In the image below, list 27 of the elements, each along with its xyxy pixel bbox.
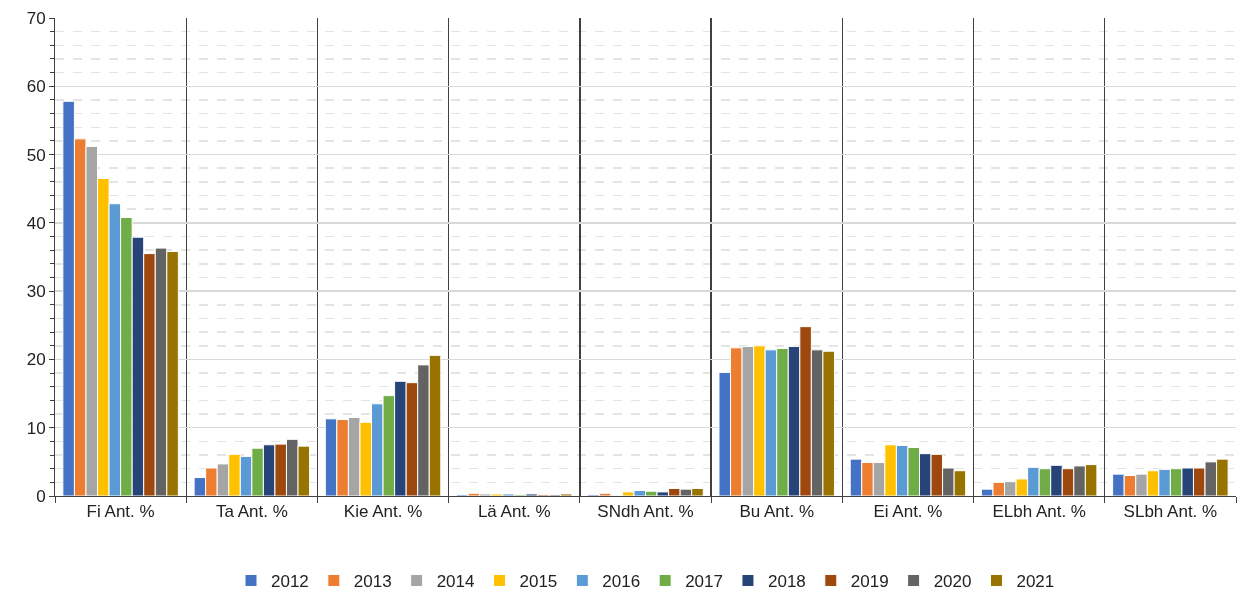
legend-label: 2013	[353, 572, 392, 592]
y-tick-label: 10	[26, 418, 46, 438]
x-tick-label: Ei Ant. %	[873, 502, 943, 522]
legend-label: 2014	[436, 572, 475, 592]
legend-label: 2015	[519, 572, 558, 592]
x-tick-label: SLbh Ant. %	[1123, 502, 1218, 522]
x-tick-label: Kie Ant. %	[343, 502, 423, 522]
x-tick-label: Fi Ant. %	[86, 502, 155, 522]
x-tick-label: Bu Ant. %	[739, 502, 815, 522]
x-tick-label: SNdh Ant. %	[597, 502, 694, 522]
y-tick-label: 50	[26, 145, 46, 165]
x-tick-label: ELbh Ant. %	[992, 502, 1086, 522]
y-tick-label: 30	[26, 282, 46, 302]
y-tick-label: 60	[26, 77, 46, 97]
legend-label: 2020	[933, 572, 972, 592]
y-tick-label: 20	[26, 350, 46, 370]
legend-label: 2018	[767, 572, 806, 592]
legend-label: 2012	[271, 572, 309, 592]
y-tick-label: 40	[26, 213, 46, 233]
y-tick-label: 0	[36, 486, 46, 506]
y-tick-label: 70	[26, 8, 46, 28]
legend-label: 2016	[602, 572, 641, 592]
x-tick-label: Ta Ant. %	[215, 502, 288, 522]
legend-label: 2021	[1016, 572, 1055, 592]
x-tick-label: Lä Ant. %	[477, 502, 551, 522]
legend-label: 2017	[685, 572, 723, 592]
legend-label: 2019	[850, 572, 889, 592]
